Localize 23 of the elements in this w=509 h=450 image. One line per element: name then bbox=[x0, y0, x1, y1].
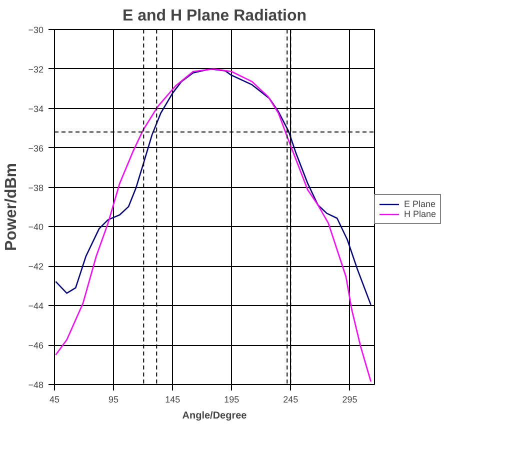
line-series bbox=[55, 68, 372, 306]
legend-label: E Plane bbox=[404, 199, 436, 209]
x-tick-label: 45 bbox=[49, 394, 60, 404]
y-tick-label: −48 bbox=[28, 380, 44, 390]
y-tick-label: −40 bbox=[28, 222, 44, 232]
y-tick-label: −32 bbox=[28, 64, 44, 74]
y-tick-label: −44 bbox=[28, 301, 44, 312]
y-tick-label: −38 bbox=[28, 182, 44, 193]
x-axis-title: Angle/Degree bbox=[182, 410, 248, 422]
x-tick-label: 195 bbox=[224, 394, 240, 404]
x-tick-label: 245 bbox=[283, 394, 298, 404]
y-tick-label: −30 bbox=[28, 25, 44, 35]
y-tick-label: −36 bbox=[28, 143, 44, 154]
x-tick-label: 145 bbox=[165, 394, 180, 404]
legend-label: H Plane bbox=[404, 209, 436, 219]
chart-title: E and H Plane Radiation bbox=[122, 8, 307, 24]
y-tick-label: −34 bbox=[28, 104, 44, 114]
x-tick-label: 95 bbox=[108, 394, 119, 404]
y-tick-label: −46 bbox=[28, 340, 44, 351]
line-series bbox=[55, 68, 372, 382]
y-tick-label: −42 bbox=[28, 262, 44, 272]
x-tick-label: 295 bbox=[342, 394, 358, 404]
y-axis-title: Power/dBm bbox=[3, 162, 20, 252]
